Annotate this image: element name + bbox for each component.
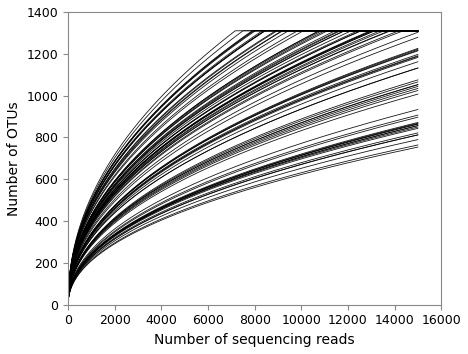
X-axis label: Number of sequencing reads: Number of sequencing reads (154, 333, 355, 347)
Y-axis label: Number of OTUs: Number of OTUs (7, 101, 21, 216)
